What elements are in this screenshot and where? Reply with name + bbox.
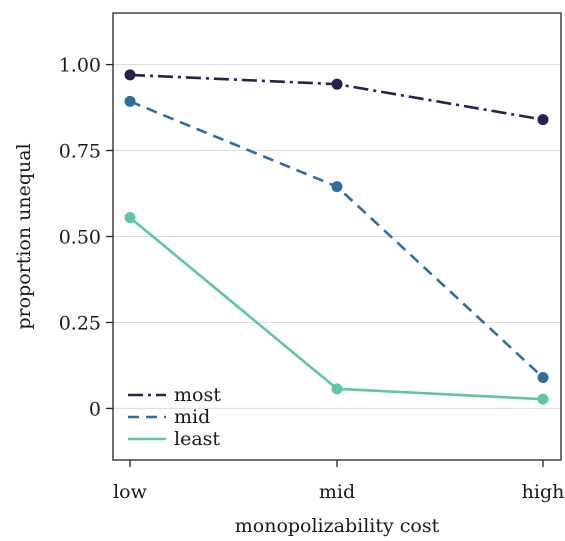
data-point-most [537,114,549,126]
data-point-most [331,78,343,90]
legend-label-mid: mid [174,406,210,428]
data-point-most [124,69,136,81]
series-line-least [129,216,544,401]
gridlines [113,64,561,409]
y-axis-title: proportion unequal [13,143,35,329]
y-tick-label: 1.00 [59,55,101,77]
data-point-mid [537,371,549,383]
series-line-mid [129,100,544,379]
data-point-least [124,212,136,224]
series-mid [124,95,549,383]
data-point-least [537,393,549,405]
legend-label-least: least [174,428,220,450]
series-least [124,212,549,405]
y-axis: 0 0.25 0.50 0.75 1.00 [59,55,113,420]
x-axis-title: monopolizability cost [235,515,440,537]
data-point-least [331,383,343,395]
legend-label-most: most [174,384,221,406]
data-point-mid [331,181,343,193]
data-point-mid [124,95,136,107]
y-tick-label: 0.25 [59,312,101,334]
x-tick-label: mid [319,481,355,503]
y-tick-label: 0 [89,398,101,420]
x-tick-label: low [113,481,148,503]
x-tick-label: high [522,481,565,503]
y-tick-label: 0.50 [59,227,101,249]
series-most [124,69,549,126]
x-axis: low mid high [113,460,564,503]
y-tick-label: 0.75 [59,141,101,163]
series-layer [124,69,549,405]
